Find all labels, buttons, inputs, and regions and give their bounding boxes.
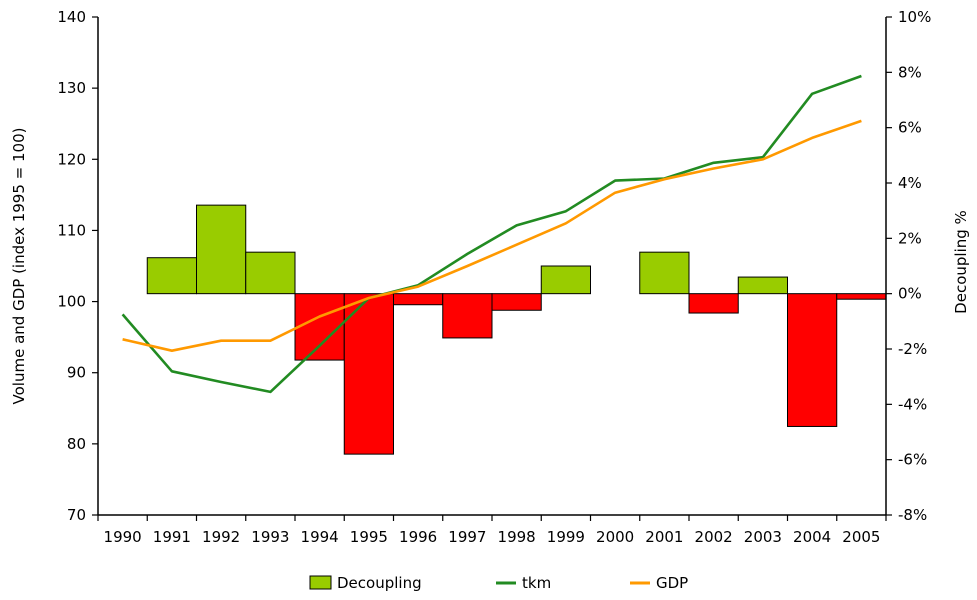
x-tick-label: 1991: [153, 528, 191, 546]
legend-item-decoupling: Decoupling: [309, 574, 422, 592]
lines-layer: [121, 74, 862, 394]
x-tick-label: 2002: [695, 528, 733, 546]
x-tick-label: 2003: [744, 528, 782, 546]
x-tick-label: 2005: [842, 528, 880, 546]
right-axis-title: Decoupling %: [952, 210, 970, 314]
bars-layer: [146, 204, 887, 455]
x-tick-label: 1990: [104, 528, 142, 546]
decoupling-bar: [343, 293, 394, 455]
decoupling-bar: [639, 251, 690, 295]
x-tick-label: 2004: [793, 528, 831, 546]
x-tick-label: 1993: [251, 528, 289, 546]
left-tick-label: 90: [67, 364, 86, 382]
left-tick-label: 100: [57, 293, 86, 311]
right-tick-label: 4%: [898, 174, 922, 192]
x-tick-label: 1996: [399, 528, 437, 546]
legend-label-gdp: GDP: [656, 574, 688, 592]
x-tick-label: 1994: [301, 528, 339, 546]
tkm-line: [121, 74, 862, 394]
legend-item-tkm: tkm: [496, 574, 551, 592]
right-tick-label: 2%: [898, 229, 922, 247]
decoupling-bar: [836, 293, 887, 300]
decoupling-bar: [737, 276, 788, 295]
ticks-layer: 70 80 90 100 110 120 130 140 -8% -6% -4% -2% 0% 2% 4% 6…: [57, 8, 931, 546]
decoupling-bar: [146, 257, 197, 295]
decoupling-bar: [787, 293, 838, 427]
right-tick-label: -4%: [898, 395, 927, 413]
decoupling-bar: [393, 293, 444, 306]
right-tick-label: -6%: [898, 451, 927, 469]
left-tick-label: 120: [57, 150, 86, 168]
decoupling-bar: [540, 265, 591, 295]
left-tick-label: 130: [57, 79, 86, 97]
legend-item-gdp: GDP: [630, 574, 688, 592]
x-tick-label: 1999: [547, 528, 585, 546]
x-tick-label: 1995: [350, 528, 388, 546]
right-tick-label: 0%: [898, 285, 922, 303]
x-tick-label: 1992: [202, 528, 240, 546]
right-tick-label: -2%: [898, 340, 927, 358]
decoupling-bar: [294, 293, 345, 361]
decoupling-bar: [442, 293, 493, 339]
right-tick-label: 8%: [898, 63, 922, 81]
decoupling-bar: [245, 251, 296, 295]
left-tick-label: 140: [57, 8, 86, 26]
x-tick-label: 2000: [596, 528, 634, 546]
left-axis-title: Volume and GDP (index 1995 = 100): [10, 128, 28, 405]
x-tick-label: 1997: [448, 528, 486, 546]
left-tick-label: 110: [57, 221, 86, 239]
right-tick-label: 10%: [898, 8, 931, 26]
right-tick-label: -8%: [898, 506, 927, 524]
legend-label-decoupling: Decoupling: [337, 574, 422, 592]
x-tick-label: 1998: [498, 528, 536, 546]
legend: Decoupling tkm GDP: [309, 574, 688, 592]
legend-label-tkm: tkm: [522, 574, 551, 592]
right-tick-label: 6%: [898, 119, 922, 137]
decoupling-bar: [688, 293, 739, 314]
decoupling-bar: [491, 293, 542, 311]
legend-swatch-decoupling: [309, 575, 332, 590]
x-tick-label: 2001: [645, 528, 683, 546]
left-tick-label: 70: [67, 506, 86, 524]
gdp-line: [122, 119, 862, 353]
left-tick-label: 80: [67, 435, 86, 453]
decoupling-bar: [196, 204, 247, 295]
